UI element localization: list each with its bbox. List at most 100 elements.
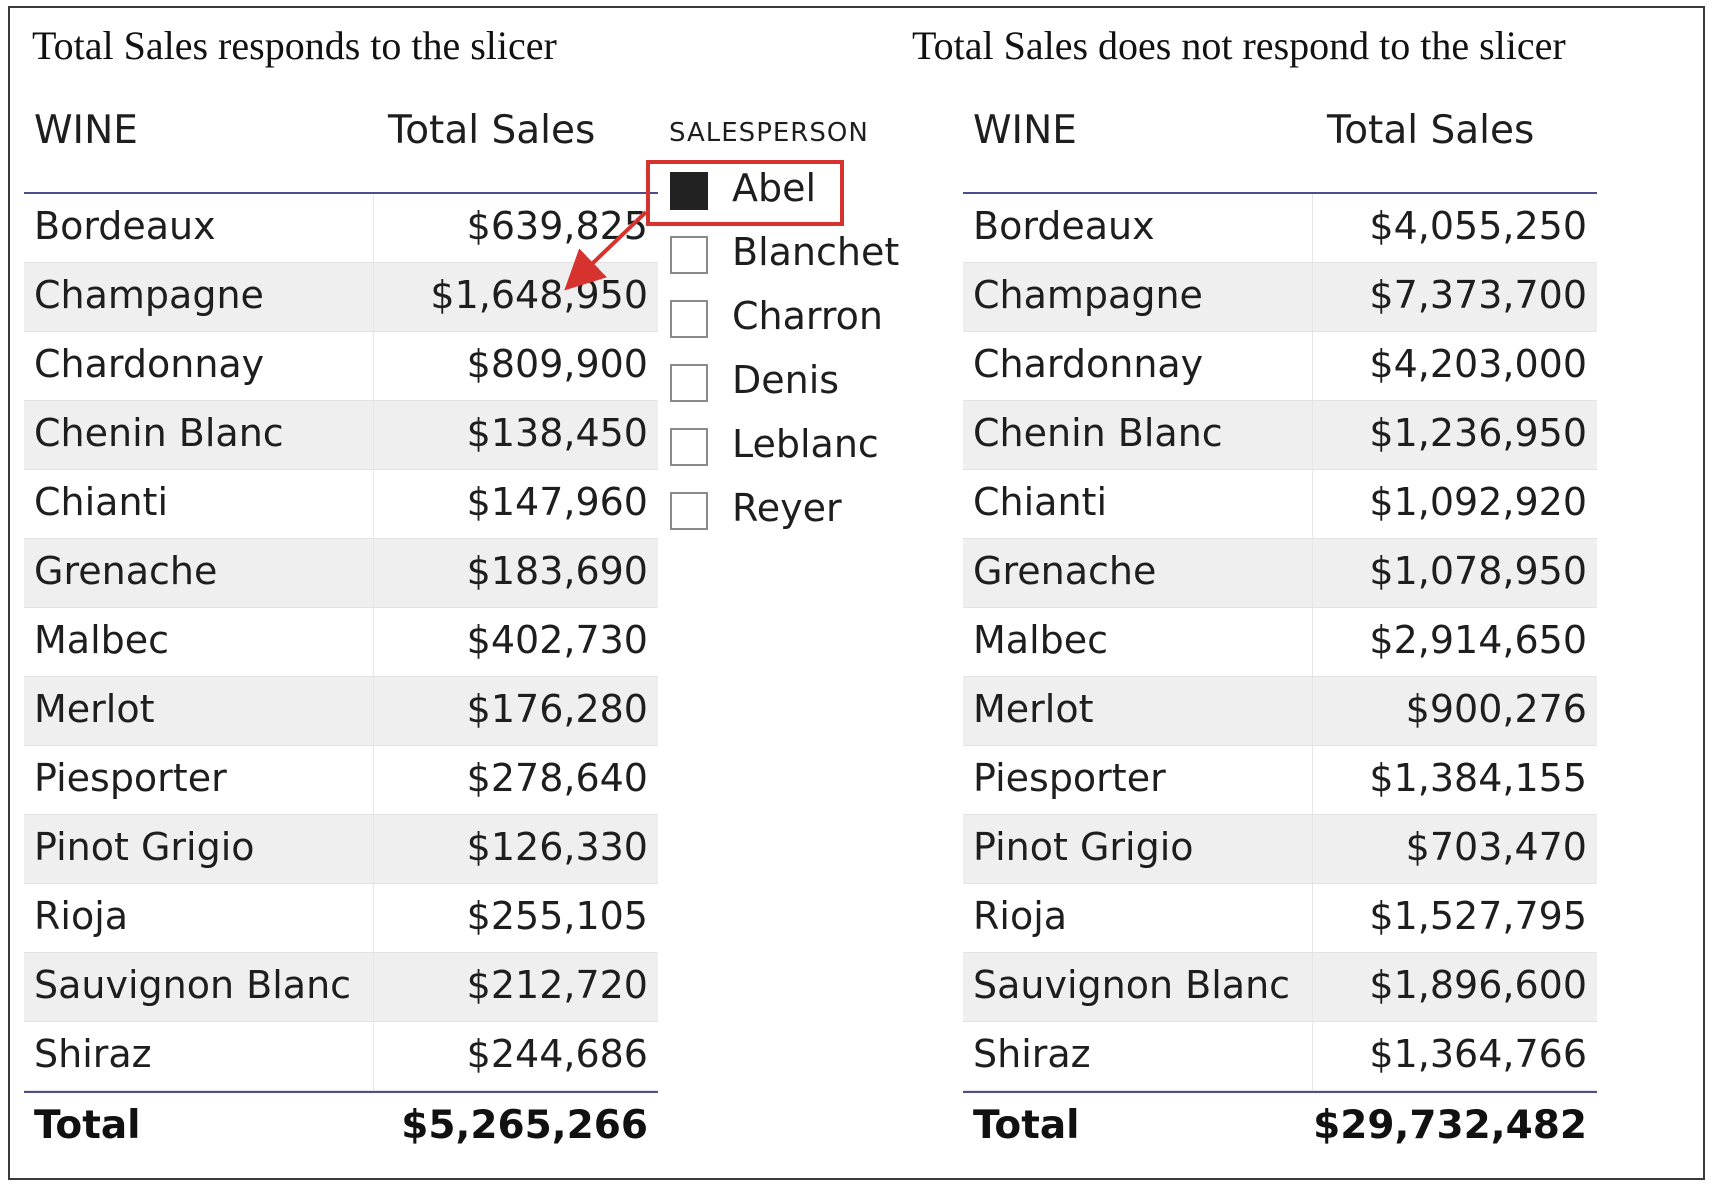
cell-divider xyxy=(373,1022,374,1090)
column-header-total-sales[interactable]: Total Sales xyxy=(388,108,596,153)
cell-divider xyxy=(373,470,374,538)
total-label: Total xyxy=(973,1103,1080,1148)
table-row[interactable]: Piesporter $1,384,155 xyxy=(963,746,1597,815)
table-row[interactable]: Merlot $900,276 xyxy=(963,677,1597,746)
column-header-wine[interactable]: WINE xyxy=(34,108,138,153)
wine-cell: Champagne xyxy=(34,273,264,317)
sales-cell: $244,686 xyxy=(466,1032,648,1076)
wine-cell: Sauvignon Blanc xyxy=(973,963,1291,1007)
sales-cell: $176,280 xyxy=(466,687,648,731)
cell-divider xyxy=(1312,194,1313,262)
cell-divider xyxy=(1312,884,1313,952)
total-value: $29,732,482 xyxy=(1313,1103,1587,1148)
table-row[interactable]: Grenache $183,690 xyxy=(24,539,658,608)
cell-divider xyxy=(1312,1022,1313,1090)
total-label: Total xyxy=(34,1103,141,1148)
table-row[interactable]: Malbec $2,914,650 xyxy=(963,608,1597,677)
cell-divider xyxy=(373,815,374,883)
wine-cell: Chenin Blanc xyxy=(34,411,284,455)
slicer-item-charron[interactable]: Charron xyxy=(666,288,916,352)
table-row[interactable]: Grenache $1,078,950 xyxy=(963,539,1597,608)
table-row[interactable]: Merlot $176,280 xyxy=(24,677,658,746)
table-row[interactable]: Champagne $7,373,700 xyxy=(963,263,1597,332)
slicer-item-label: Reyer xyxy=(732,486,842,530)
sales-cell: $212,720 xyxy=(466,963,648,1007)
wine-cell: Rioja xyxy=(34,894,129,938)
checkbox-icon[interactable] xyxy=(670,492,708,530)
sales-cell: $4,055,250 xyxy=(1369,204,1587,248)
table-body: Bordeaux $639,825 Champagne $1,648,950 Chard… xyxy=(24,194,658,1091)
table-row[interactable]: Bordeaux $639,825 xyxy=(24,194,658,263)
table-row[interactable]: Chardonnay $809,900 xyxy=(24,332,658,401)
cell-divider xyxy=(373,953,374,1021)
cell-divider xyxy=(1312,470,1313,538)
cell-divider xyxy=(373,746,374,814)
wine-cell: Shiraz xyxy=(973,1032,1091,1076)
wine-cell: Chardonnay xyxy=(973,342,1204,386)
table-row[interactable]: Pinot Grigio $703,470 xyxy=(963,815,1597,884)
column-header-wine[interactable]: WINE xyxy=(973,108,1077,153)
table-row[interactable]: Chianti $147,960 xyxy=(24,470,658,539)
table-row[interactable]: Chenin Blanc $138,450 xyxy=(24,401,658,470)
cell-divider xyxy=(373,539,374,607)
wine-cell: Grenache xyxy=(34,549,218,593)
wine-cell: Chianti xyxy=(973,480,1108,524)
wine-cell: Piesporter xyxy=(34,756,227,800)
sales-cell: $126,330 xyxy=(466,825,648,869)
sales-cell: $1,236,950 xyxy=(1369,411,1587,455)
total-row: Total $5,265,266 xyxy=(24,1091,658,1163)
checkbox-icon[interactable] xyxy=(670,364,708,402)
wine-cell: Malbec xyxy=(34,618,170,662)
table-header: WINE Total Sales xyxy=(24,102,658,194)
wine-cell: Grenache xyxy=(973,549,1157,593)
slicer-item-denis[interactable]: Denis xyxy=(666,352,916,416)
slicer-item-reyer[interactable]: Reyer xyxy=(666,480,916,544)
cell-divider xyxy=(1312,263,1313,331)
table-row[interactable]: Malbec $402,730 xyxy=(24,608,658,677)
wine-cell: Chardonnay xyxy=(34,342,265,386)
checkbox-icon[interactable] xyxy=(670,428,708,466)
sales-cell: $2,914,650 xyxy=(1369,618,1587,662)
figure-frame xyxy=(8,6,1705,1180)
slicer-item-leblanc[interactable]: Leblanc xyxy=(666,416,916,480)
table-row[interactable]: Shiraz $1,364,766 xyxy=(963,1022,1597,1091)
wine-cell: Chenin Blanc xyxy=(973,411,1223,455)
slicer-item-blanchet[interactable]: Blanchet xyxy=(666,224,916,288)
table-row[interactable]: Chardonnay $4,203,000 xyxy=(963,332,1597,401)
table-row[interactable]: Chianti $1,092,920 xyxy=(963,470,1597,539)
table-row[interactable]: Chenin Blanc $1,236,950 xyxy=(963,401,1597,470)
table-row[interactable]: Piesporter $278,640 xyxy=(24,746,658,815)
slicer-item-abel[interactable]: Abel xyxy=(666,160,916,224)
wine-cell: Shiraz xyxy=(34,1032,152,1076)
cell-divider xyxy=(1312,401,1313,469)
right-caption: Total Sales does not respond to the slic… xyxy=(912,23,1566,68)
wine-cell: Champagne xyxy=(973,273,1203,317)
left-sales-table: WINE Total Sales Bordeaux $639,825 Champag… xyxy=(24,102,658,1163)
cell-divider xyxy=(1312,608,1313,676)
wine-cell: Bordeaux xyxy=(973,204,1155,248)
table-row[interactable]: Champagne $1,648,950 xyxy=(24,263,658,332)
table-row[interactable]: Sauvignon Blanc $1,896,600 xyxy=(963,953,1597,1022)
sales-cell: $278,640 xyxy=(466,756,648,800)
checkbox-icon[interactable] xyxy=(670,236,708,274)
sales-cell: $1,364,766 xyxy=(1369,1032,1587,1076)
table-row[interactable]: Sauvignon Blanc $212,720 xyxy=(24,953,658,1022)
table-row[interactable]: Rioja $1,527,795 xyxy=(963,884,1597,953)
sales-cell: $809,900 xyxy=(466,342,648,386)
checked-checkbox-icon[interactable] xyxy=(670,172,708,210)
slicer-item-label: Charron xyxy=(732,294,883,338)
table-row[interactable]: Shiraz $244,686 xyxy=(24,1022,658,1091)
table-row[interactable]: Pinot Grigio $126,330 xyxy=(24,815,658,884)
sales-cell: $138,450 xyxy=(466,411,648,455)
sales-cell: $183,690 xyxy=(466,549,648,593)
slicer-item-label: Abel xyxy=(732,166,817,210)
wine-cell: Bordeaux xyxy=(34,204,216,248)
sales-cell: $4,203,000 xyxy=(1369,342,1587,386)
table-row[interactable]: Bordeaux $4,055,250 xyxy=(963,194,1597,263)
cell-divider xyxy=(373,401,374,469)
checkbox-icon[interactable] xyxy=(670,300,708,338)
table-row[interactable]: Rioja $255,105 xyxy=(24,884,658,953)
column-header-total-sales[interactable]: Total Sales xyxy=(1327,108,1535,153)
cell-divider xyxy=(373,263,374,331)
cell-divider xyxy=(373,332,374,400)
